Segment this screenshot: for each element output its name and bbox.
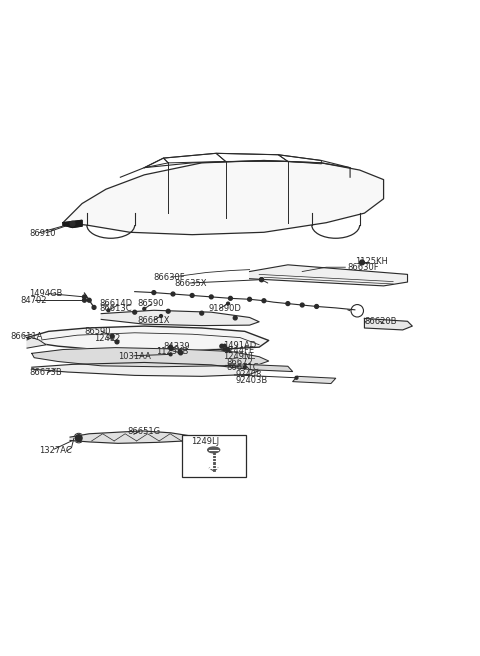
Text: 86613C: 86613C: [100, 304, 132, 313]
Circle shape: [190, 293, 194, 297]
Text: 86611A: 86611A: [10, 332, 43, 340]
Text: 12492: 12492: [94, 333, 120, 342]
Circle shape: [209, 295, 213, 298]
Text: 86630F: 86630F: [348, 263, 379, 272]
Circle shape: [179, 351, 182, 355]
Text: 86681X: 86681X: [137, 316, 169, 325]
Circle shape: [70, 221, 75, 226]
Text: 1491AD: 1491AD: [223, 341, 256, 350]
Text: 86671C: 86671C: [227, 363, 259, 372]
Circle shape: [220, 344, 224, 348]
Circle shape: [360, 260, 364, 265]
Text: 84339: 84339: [163, 342, 190, 351]
Circle shape: [223, 348, 226, 351]
Text: 92403B: 92403B: [235, 376, 267, 384]
Circle shape: [168, 345, 172, 349]
Circle shape: [87, 298, 91, 302]
Circle shape: [223, 344, 226, 347]
Circle shape: [226, 348, 230, 352]
Circle shape: [243, 366, 246, 369]
Polygon shape: [32, 348, 269, 367]
Circle shape: [262, 298, 266, 302]
Text: 86590: 86590: [84, 327, 111, 337]
Polygon shape: [32, 363, 259, 377]
Ellipse shape: [208, 447, 220, 453]
Text: 86590: 86590: [137, 298, 164, 308]
Circle shape: [166, 310, 170, 313]
Circle shape: [169, 353, 172, 356]
Polygon shape: [101, 310, 259, 325]
Circle shape: [83, 295, 86, 298]
Circle shape: [75, 435, 82, 441]
Text: 86672: 86672: [227, 358, 253, 367]
Text: 86673B: 86673B: [29, 369, 62, 377]
Polygon shape: [250, 265, 408, 286]
Polygon shape: [293, 377, 336, 384]
Circle shape: [83, 298, 86, 302]
Text: 1244FE: 1244FE: [223, 346, 254, 356]
Circle shape: [300, 303, 304, 307]
Circle shape: [110, 334, 114, 338]
Polygon shape: [27, 326, 269, 350]
Circle shape: [233, 316, 237, 320]
Text: 92408: 92408: [235, 371, 262, 379]
Circle shape: [260, 277, 264, 281]
Text: 86630F: 86630F: [154, 273, 185, 282]
Circle shape: [115, 340, 119, 344]
Circle shape: [260, 277, 264, 281]
Text: 91890D: 91890D: [209, 304, 242, 314]
Circle shape: [315, 304, 319, 308]
Circle shape: [143, 308, 146, 310]
Polygon shape: [245, 364, 293, 371]
Text: 86635X: 86635X: [174, 279, 206, 288]
Circle shape: [200, 311, 204, 315]
Polygon shape: [70, 431, 192, 443]
Circle shape: [152, 291, 156, 295]
Text: 86614D: 86614D: [100, 298, 133, 308]
Polygon shape: [364, 318, 412, 330]
Circle shape: [171, 292, 175, 296]
Circle shape: [248, 297, 252, 301]
Text: 84702: 84702: [21, 297, 48, 305]
Circle shape: [107, 309, 110, 312]
Text: 1249NL: 1249NL: [223, 352, 255, 361]
Polygon shape: [63, 161, 384, 235]
Text: 1327AC: 1327AC: [39, 445, 72, 455]
Circle shape: [92, 306, 96, 310]
Circle shape: [228, 297, 232, 300]
Text: 1494GB: 1494GB: [29, 289, 63, 298]
Polygon shape: [27, 338, 46, 348]
FancyBboxPatch shape: [181, 435, 246, 478]
Circle shape: [227, 302, 229, 305]
Text: 1031AA: 1031AA: [118, 352, 151, 361]
Polygon shape: [63, 220, 82, 228]
Circle shape: [159, 315, 162, 318]
Text: 1249LJ: 1249LJ: [191, 437, 219, 446]
Circle shape: [169, 346, 173, 350]
Circle shape: [133, 310, 137, 314]
Circle shape: [295, 377, 298, 379]
Text: 1125KB: 1125KB: [156, 347, 189, 356]
Text: 86620B: 86620B: [364, 317, 397, 326]
Text: 86910: 86910: [29, 229, 56, 237]
Circle shape: [178, 350, 182, 354]
Text: 1125KH: 1125KH: [355, 257, 388, 266]
Circle shape: [286, 302, 290, 306]
Text: 86651G: 86651G: [128, 427, 161, 436]
